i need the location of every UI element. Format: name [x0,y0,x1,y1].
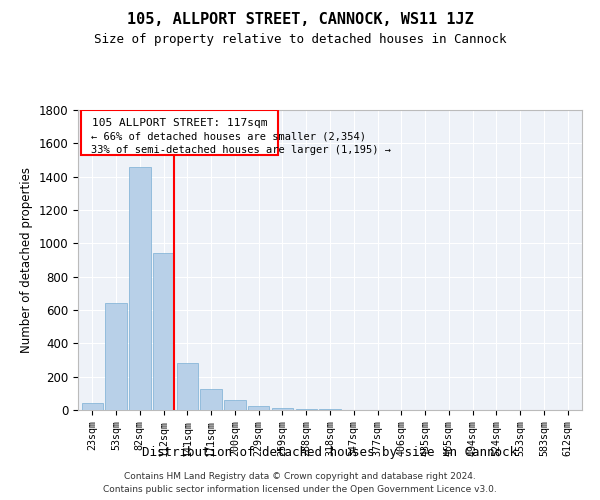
Text: Contains public sector information licensed under the Open Government Licence v3: Contains public sector information licen… [103,485,497,494]
Y-axis label: Number of detached properties: Number of detached properties [20,167,33,353]
Text: Size of property relative to detached houses in Cannock: Size of property relative to detached ho… [94,32,506,46]
Bar [200,389,222,410]
Bar [82,404,103,410]
Bar [106,304,127,410]
Bar [129,166,151,410]
Text: 33% of semi-detached houses are larger (1,195) →: 33% of semi-detached houses are larger (… [91,144,391,154]
Text: Distribution of detached houses by size in Cannock: Distribution of detached houses by size … [143,446,517,459]
Bar [272,408,293,410]
Bar [248,406,269,410]
Bar [176,364,198,410]
Bar [296,408,317,410]
FancyBboxPatch shape [81,110,278,155]
Text: 105 ALLPORT STREET: 117sqm: 105 ALLPORT STREET: 117sqm [92,118,267,128]
Text: 105, ALLPORT STREET, CANNOCK, WS11 1JZ: 105, ALLPORT STREET, CANNOCK, WS11 1JZ [127,12,473,28]
Bar [319,409,341,410]
Bar [153,254,174,410]
Bar [224,400,245,410]
Text: Contains HM Land Registry data © Crown copyright and database right 2024.: Contains HM Land Registry data © Crown c… [124,472,476,481]
Text: ← 66% of detached houses are smaller (2,354): ← 66% of detached houses are smaller (2,… [91,131,366,141]
